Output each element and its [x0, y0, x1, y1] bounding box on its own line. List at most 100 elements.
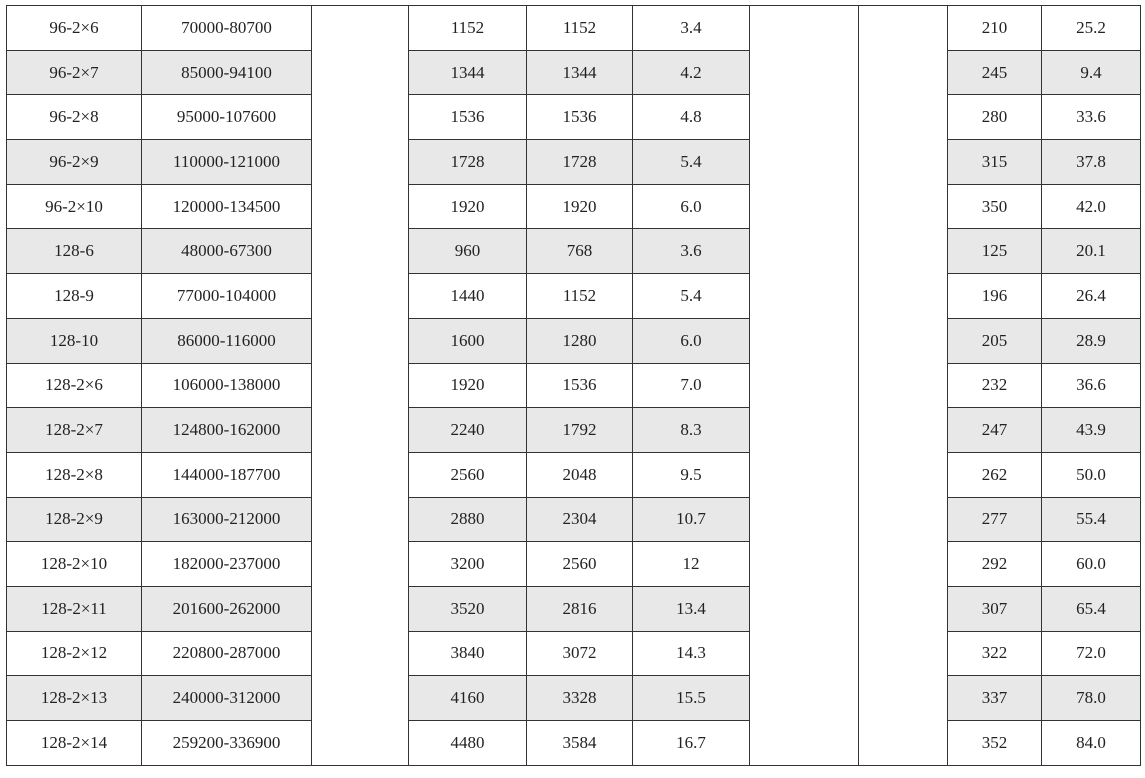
- table-cell: 60.0: [1041, 541, 1141, 587]
- table-cell: 352: [947, 720, 1042, 766]
- table-cell: 128-2×11: [6, 585, 142, 632]
- table-cell: 128-2×7: [6, 407, 142, 453]
- table-cell: 8.3: [632, 407, 750, 453]
- table-cell: 3200: [408, 541, 527, 587]
- table-cell: 20.1: [1041, 228, 1141, 275]
- table-cell: 33.6: [1041, 94, 1141, 141]
- table-cell: 37.8: [1041, 139, 1141, 185]
- table-cell: 12: [632, 541, 750, 587]
- table-cell: 1728: [526, 139, 633, 185]
- table-cell: 128-2×6: [6, 362, 142, 409]
- table-cell: 128-2×10: [6, 541, 142, 587]
- table-row: 128-6 48000-67300 960 768 3.6 125 20.1: [6, 228, 1141, 275]
- table-row: 128-10 86000-116000 1600 1280 6.0 205 28.9: [6, 317, 1141, 364]
- table-cell: 14.3: [632, 630, 750, 677]
- table-row: 128-2×7 124800-162000 2240 1792 8.3 247 43.9: [6, 407, 1141, 453]
- table-cell: 128-2×12: [6, 630, 142, 677]
- table-row: 96-2×8 95000-107600 1536 1536 4.8 280 33.6: [6, 94, 1141, 141]
- table-cell: 2048: [526, 451, 633, 498]
- merged-empty-cell: [311, 5, 409, 766]
- table-cell: 3520: [408, 585, 527, 632]
- table-cell: 128-2×9: [6, 496, 142, 543]
- table-cell: 144000-187700: [141, 451, 312, 498]
- table-body: 96-2×6 70000-80700 1152 1152 3.4 210 25.2 96-2×…: [6, 5, 1141, 766]
- table-row: 128-2×9 163000-212000 2880 2304 10.7 277 55.4: [6, 496, 1141, 543]
- table-cell: 4.8: [632, 94, 750, 141]
- table-cell: 2816: [526, 585, 633, 632]
- table-cell: 96-2×8: [6, 94, 142, 141]
- table-cell: 240000-312000: [141, 675, 312, 721]
- table-cell: 10.7: [632, 496, 750, 543]
- table-cell: 1440: [408, 273, 527, 319]
- table-row: 128-2×12 220800-287000 3840 3072 14.3 322 72.0: [6, 630, 1141, 677]
- table-cell: 124800-162000: [141, 407, 312, 453]
- table-cell: 1920: [408, 362, 527, 409]
- table-cell: 2304: [526, 496, 633, 543]
- table-cell: 262: [947, 451, 1042, 498]
- table-cell: 232: [947, 362, 1042, 409]
- table-cell: 3840: [408, 630, 527, 677]
- table-cell: 4.2: [632, 49, 750, 96]
- table-cell: 36.6: [1041, 362, 1141, 409]
- table-cell: 1728: [408, 139, 527, 185]
- table-cell: 9.5: [632, 451, 750, 498]
- table-cell: 1536: [526, 94, 633, 141]
- table-cell: 72.0: [1041, 630, 1141, 677]
- table-cell: 5.4: [632, 273, 750, 319]
- table-cell: 95000-107600: [141, 94, 312, 141]
- table-cell: 128-10: [6, 317, 142, 364]
- table-cell: 280: [947, 94, 1042, 141]
- table-cell: 77000-104000: [141, 273, 312, 319]
- table-cell: 307: [947, 585, 1042, 632]
- table-cell: 4160: [408, 675, 527, 721]
- table-cell: 1344: [408, 49, 527, 96]
- merged-empty-cell: [858, 5, 948, 766]
- table-cell: 960: [408, 228, 527, 275]
- table-cell: 220800-287000: [141, 630, 312, 677]
- table-cell: 28.9: [1041, 317, 1141, 364]
- table-cell: 201600-262000: [141, 585, 312, 632]
- table-cell: 5.4: [632, 139, 750, 185]
- table-cell: 128-2×8: [6, 451, 142, 498]
- table-cell: 1152: [526, 5, 633, 51]
- table-cell: 110000-121000: [141, 139, 312, 185]
- table-cell: 6.0: [632, 317, 750, 364]
- table-cell: 3328: [526, 675, 633, 721]
- table-cell: 7.0: [632, 362, 750, 409]
- table-cell: 322: [947, 630, 1042, 677]
- table-cell: 2880: [408, 496, 527, 543]
- table-cell: 1344: [526, 49, 633, 96]
- table-cell: 2240: [408, 407, 527, 453]
- table-row: 128-2×10 182000-237000 3200 2560 12 292 60.0: [6, 541, 1141, 587]
- table-row: 128-2×11 201600-262000 3520 2816 13.4 307 65.4: [6, 585, 1141, 632]
- table-cell: 2560: [408, 451, 527, 498]
- table-cell: 96-2×10: [6, 183, 142, 230]
- table-cell: 182000-237000: [141, 541, 312, 587]
- table-cell: 25.2: [1041, 5, 1141, 51]
- table-cell: 210: [947, 5, 1042, 51]
- table-cell: 50.0: [1041, 451, 1141, 498]
- table-cell: 85000-94100: [141, 49, 312, 96]
- table-cell: 1152: [526, 273, 633, 319]
- table-cell: 3584: [526, 720, 633, 766]
- table-cell: 65.4: [1041, 585, 1141, 632]
- table-cell: 768: [526, 228, 633, 275]
- table-cell: 16.7: [632, 720, 750, 766]
- table-cell: 78.0: [1041, 675, 1141, 721]
- table-cell: 337: [947, 675, 1042, 721]
- table-cell: 9.4: [1041, 49, 1141, 96]
- table-cell: 1920: [526, 183, 633, 230]
- table-cell: 125: [947, 228, 1042, 275]
- table-cell: 1280: [526, 317, 633, 364]
- table-cell: 2560: [526, 541, 633, 587]
- table-cell: 15.5: [632, 675, 750, 721]
- table-cell: 96-2×7: [6, 49, 142, 96]
- table-cell: 245: [947, 49, 1042, 96]
- table-row: 96-2×9 110000-121000 1728 1728 5.4 315 37.8: [6, 139, 1141, 185]
- table-cell: 70000-80700: [141, 5, 312, 51]
- table-cell: 3.6: [632, 228, 750, 275]
- table-cell: 259200-336900: [141, 720, 312, 766]
- table-cell: 128-2×13: [6, 675, 142, 721]
- table-cell: 26.4: [1041, 273, 1141, 319]
- merged-empty-cell: [749, 5, 859, 766]
